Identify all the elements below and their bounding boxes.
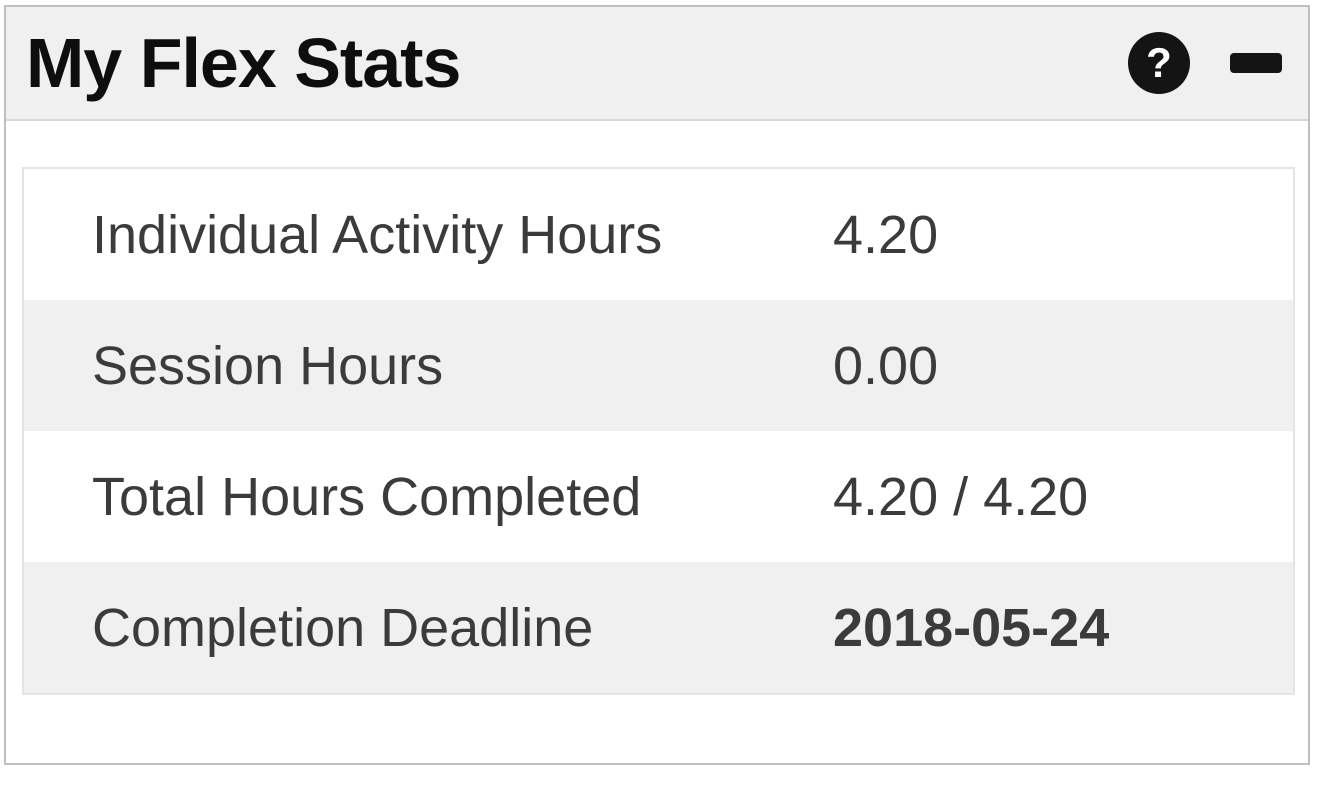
table-row: Session Hours 0.00 bbox=[23, 300, 1294, 431]
stat-label: Total Hours Completed bbox=[92, 466, 642, 527]
stat-value: 4.20 / 4.20 bbox=[833, 466, 1089, 527]
collapse-minus-icon[interactable] bbox=[1230, 53, 1282, 73]
header-actions: ? bbox=[1128, 32, 1282, 94]
stat-value: 2018-05-24 bbox=[833, 597, 1110, 658]
flex-stats-table: Individual Activity Hours 4.20 Session H… bbox=[22, 167, 1295, 695]
stat-label: Individual Activity Hours bbox=[92, 204, 663, 265]
table-row: Individual Activity Hours 4.20 bbox=[23, 168, 1294, 300]
panel-body: Individual Activity Hours 4.20 Session H… bbox=[6, 121, 1308, 695]
panel-title: My Flex Stats bbox=[26, 24, 461, 102]
stat-label: Session Hours bbox=[92, 335, 444, 396]
table-row: Completion Deadline 2018-05-24 bbox=[23, 562, 1294, 694]
stat-label: Completion Deadline bbox=[92, 597, 594, 658]
table-row: Total Hours Completed 4.20 / 4.20 bbox=[23, 431, 1294, 562]
my-flex-stats-panel: My Flex Stats ? Individual Activity Hour… bbox=[4, 5, 1310, 765]
help-icon[interactable]: ? bbox=[1128, 32, 1190, 94]
stat-value: 4.20 bbox=[833, 204, 939, 265]
stat-value: 0.00 bbox=[833, 335, 939, 396]
panel-header: My Flex Stats ? bbox=[6, 7, 1308, 121]
